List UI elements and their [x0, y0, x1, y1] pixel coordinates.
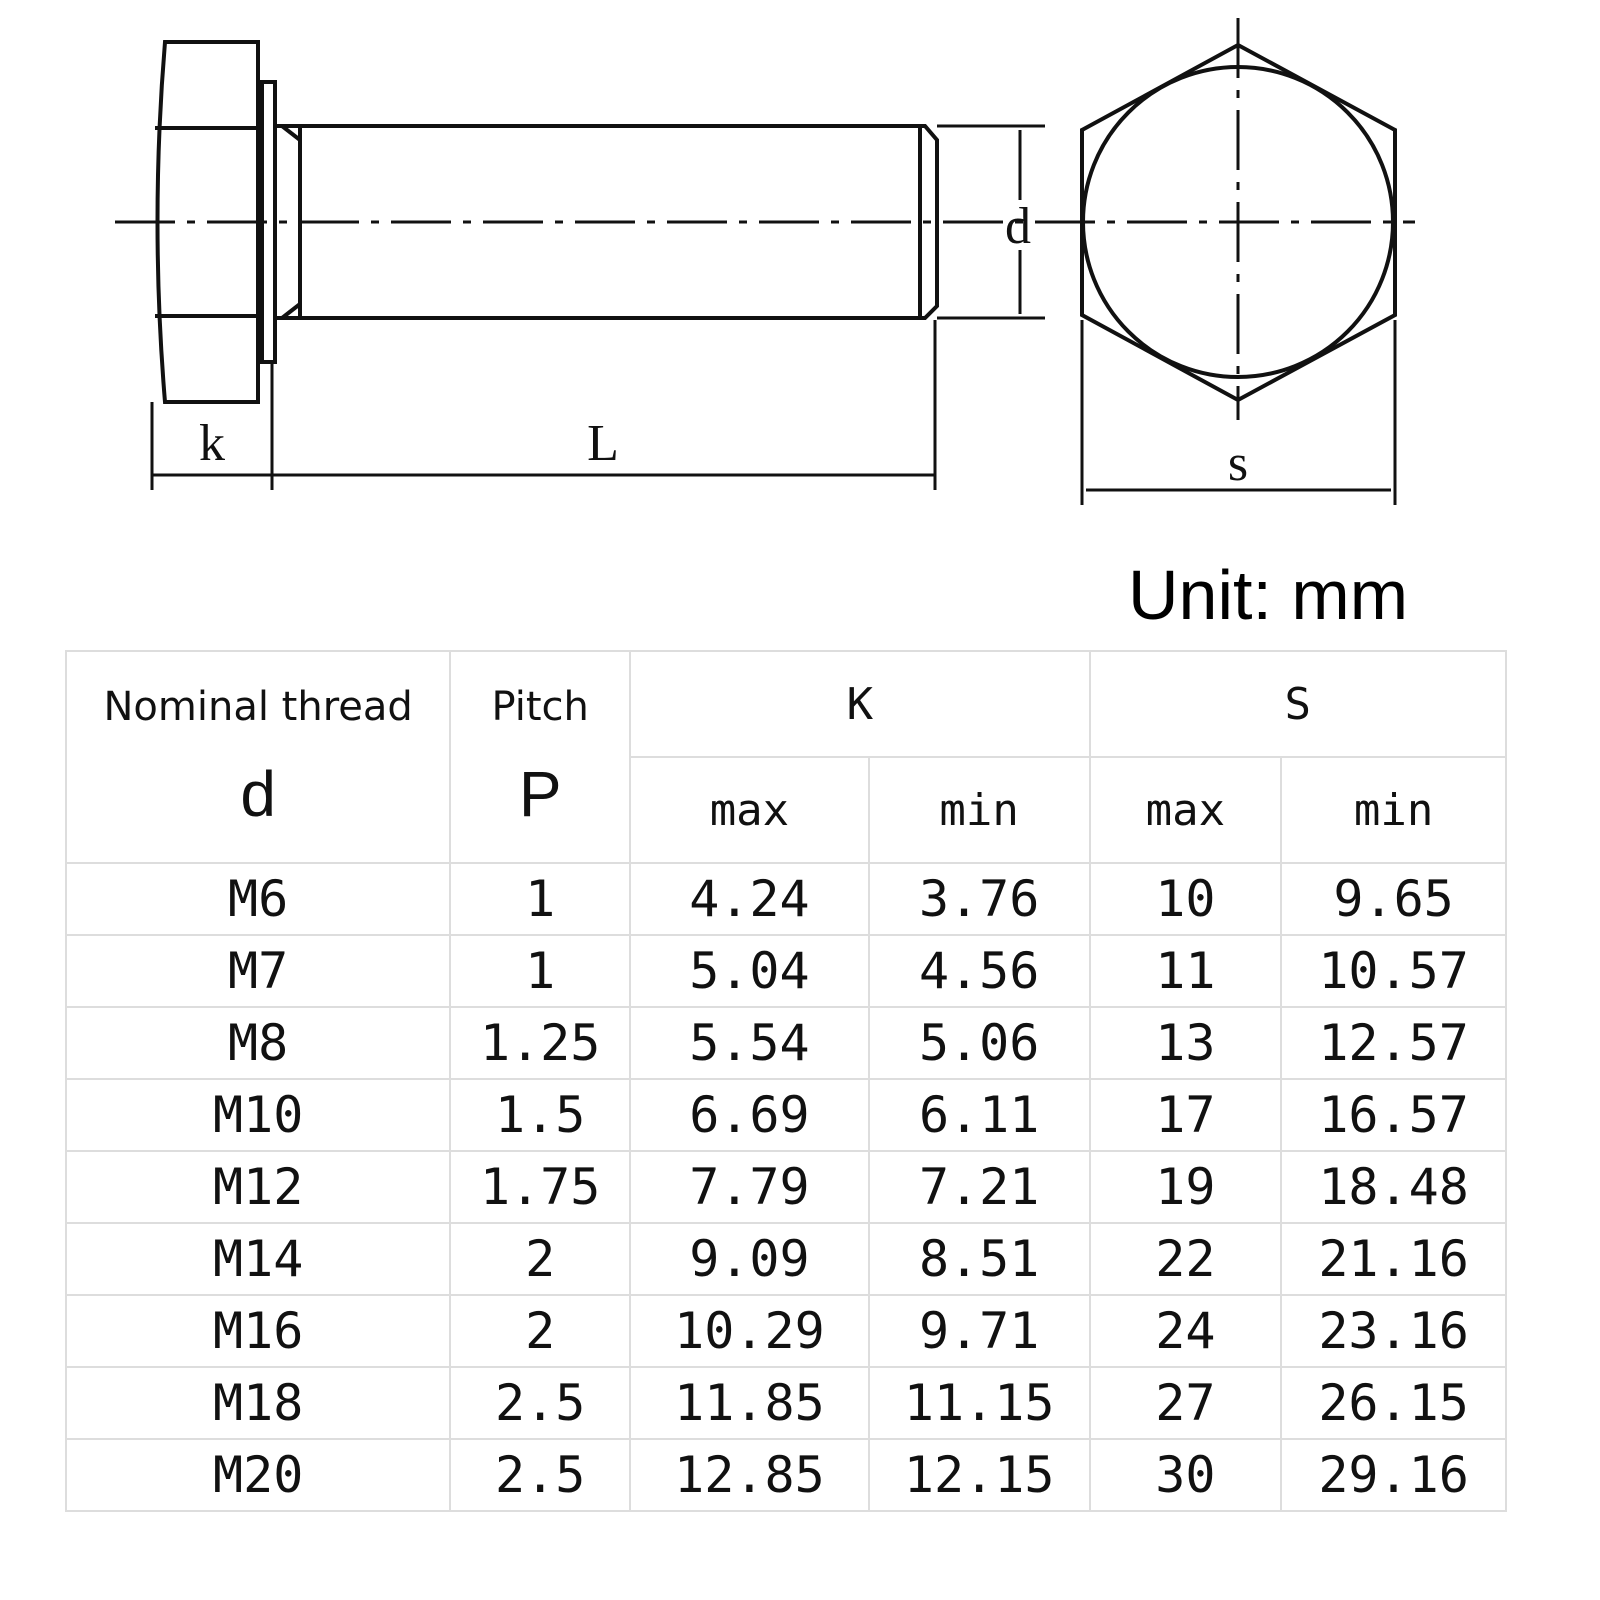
table-cell: 23.16 [1280, 1294, 1507, 1368]
table-cell: 10.29 [629, 1294, 870, 1368]
unit-label: Unit: mm [1128, 556, 1408, 634]
header-k-max: max [629, 756, 870, 864]
table-cell: 4.24 [629, 862, 870, 936]
table-cell: 9.71 [867, 1294, 1091, 1368]
table-cell: M8 [64, 1006, 452, 1080]
table-cell: 22 [1088, 1222, 1283, 1296]
table-cell: 24 [1088, 1294, 1283, 1368]
table-cell: M16 [64, 1294, 452, 1368]
table-cell: 10.57 [1280, 934, 1507, 1008]
table-cell: M12 [64, 1150, 452, 1224]
table-cell: 26.15 [1280, 1366, 1507, 1440]
table-cell: 2.5 [449, 1366, 632, 1440]
table-cell: 3.76 [867, 862, 1091, 936]
table-cell: 9.65 [1280, 862, 1507, 936]
table-cell: 19 [1088, 1150, 1283, 1224]
header-s-min: min [1280, 756, 1507, 864]
table-row: M14 2 9.09 8.51 22 21.16 [64, 1222, 1507, 1296]
table-cell: 12.57 [1280, 1006, 1507, 1080]
dim-label-k: k [199, 415, 225, 472]
table-cell: 7.79 [629, 1150, 870, 1224]
table-cell: M18 [64, 1366, 452, 1440]
table-cell: 8.51 [867, 1222, 1091, 1296]
table-cell: 1.75 [449, 1150, 632, 1224]
table-cell: 6.11 [867, 1078, 1091, 1152]
header-pitch: Pitch P [449, 650, 632, 864]
header-s-max: max [1088, 756, 1283, 864]
table-row: M20 2.5 12.85 12.15 30 29.16 [64, 1438, 1507, 1512]
table-cell: 18.48 [1280, 1150, 1507, 1224]
table-cell: M7 [64, 934, 452, 1008]
table-cell: 7.21 [867, 1150, 1091, 1224]
table-cell: 12.15 [867, 1438, 1091, 1512]
table-cell: 16.57 [1280, 1078, 1507, 1152]
table-cell: 11.15 [867, 1366, 1091, 1440]
table-cell: 11.85 [629, 1366, 870, 1440]
table-cell: 10 [1088, 862, 1283, 936]
bolt-end-view [1080, 42, 1397, 403]
table-cell: 1 [449, 862, 632, 936]
table-cell: 5.06 [867, 1006, 1091, 1080]
table-cell: M20 [64, 1438, 452, 1512]
dimension-table: Nominal thread d Pitch P K S max min max m… [64, 650, 1508, 1512]
table-cell: 1.5 [449, 1078, 632, 1152]
dim-label-L: L [587, 415, 619, 472]
table-cell: 11 [1088, 934, 1283, 1008]
dimension-lines [150, 124, 1397, 505]
table-cell: 4.56 [867, 934, 1091, 1008]
table-cell: 17 [1088, 1078, 1283, 1152]
table-cell: 27 [1088, 1366, 1283, 1440]
table-row: M16 2 10.29 9.71 24 23.16 [64, 1294, 1507, 1368]
table-cell: 1 [449, 934, 632, 1008]
dim-label-s: s [1228, 435, 1248, 492]
table-cell: 13 [1088, 1006, 1283, 1080]
bolt-side-view [155, 40, 939, 404]
table-row: M10 1.5 6.69 6.11 17 16.57 [64, 1078, 1507, 1152]
table-cell: 21.16 [1280, 1222, 1507, 1296]
table-cell: 29.16 [1280, 1438, 1507, 1512]
header-nominal: Nominal thread d [64, 650, 452, 864]
table-cell: 2 [449, 1294, 632, 1368]
header-S: S [1088, 650, 1508, 758]
table-cell: 9.09 [629, 1222, 870, 1296]
table-row: M8 1.25 5.54 5.06 13 12.57 [64, 1006, 1507, 1080]
table-cell: 1.25 [449, 1006, 632, 1080]
header-K: K [629, 650, 1091, 758]
table-row: M18 2.5 11.85 11.15 27 26.15 [64, 1366, 1507, 1440]
table-row: M12 1.75 7.79 7.21 19 18.48 [64, 1150, 1507, 1224]
table-cell: 30 [1088, 1438, 1283, 1512]
table-cell: 5.04 [629, 934, 870, 1008]
table-cell: 5.54 [629, 1006, 870, 1080]
header-k-min: min [867, 756, 1091, 864]
table-cell: 2 [449, 1222, 632, 1296]
dim-label-d: d [1005, 198, 1031, 255]
table-row: M7 1 5.04 4.56 11 10.57 [64, 934, 1507, 1008]
table-cell: 6.69 [629, 1078, 870, 1152]
bolt-drawing: d k L s [115, 18, 1415, 505]
table-cell: M10 [64, 1078, 452, 1152]
table-cell: 12.85 [629, 1438, 870, 1512]
table-cell: M14 [64, 1222, 452, 1296]
table-cell: M6 [64, 862, 452, 936]
table-row: M6 1 4.24 3.76 10 9.65 [64, 862, 1507, 936]
table-cell: 2.5 [449, 1438, 632, 1512]
